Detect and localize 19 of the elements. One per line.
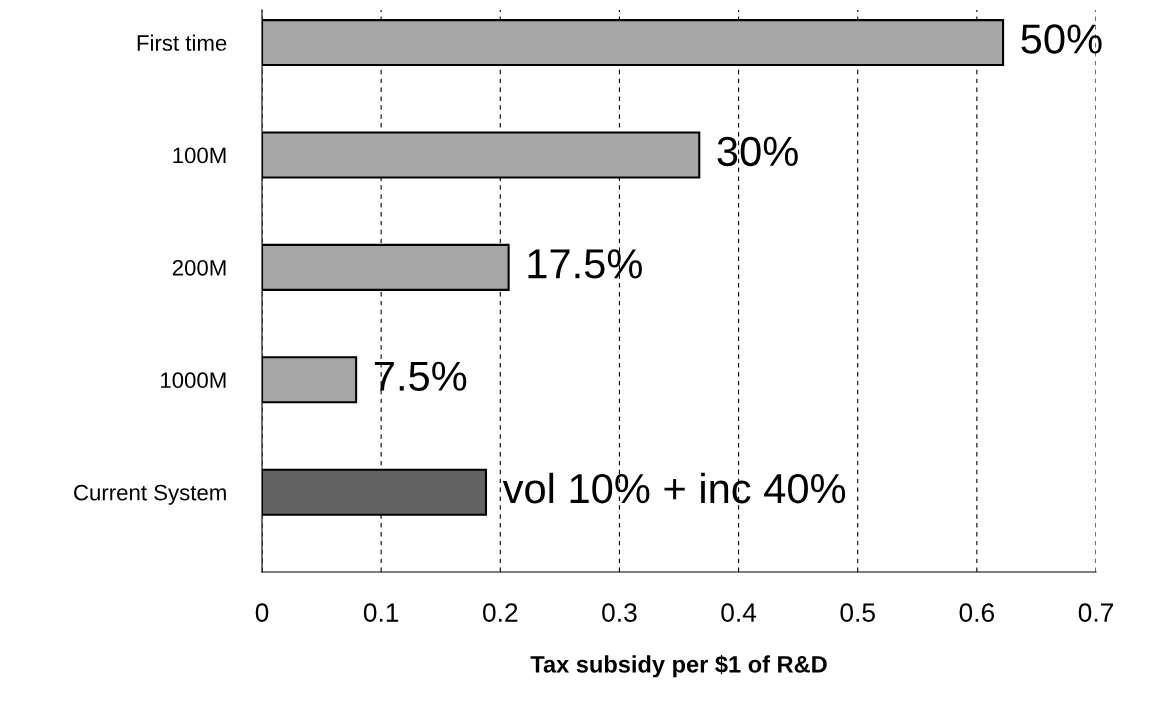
x-tick-label: 0.7 (1078, 603, 1114, 622)
y-tick-label: First time (137, 34, 227, 51)
x-tick-label: 0.1 (363, 603, 399, 622)
annotation: vol 10% + inc 40% (502, 472, 846, 504)
x-tick-label: 0.4 (721, 603, 757, 622)
y-tick-label: 200M (172, 259, 226, 276)
annotation: 17.5% (528, 249, 642, 279)
x-tick-label: 0.3 (602, 603, 637, 622)
y-tick-label: 1000M (161, 372, 226, 389)
y-tick-label: 100M (173, 147, 226, 164)
x-tick-label: 0 (255, 603, 269, 622)
annotation: 30% (717, 136, 798, 167)
y-tick-label: Current System (74, 484, 226, 505)
x-tick-label: 0.2 (482, 603, 518, 622)
x-tick-label: 0.6 (959, 603, 995, 622)
x-axis-title: Tax subsidy per $1 of R&D (530, 654, 827, 678)
annotation: 7.5% (374, 361, 467, 391)
x-tick-label: 0.5 (840, 603, 875, 622)
annotation: 50% (1021, 24, 1102, 54)
